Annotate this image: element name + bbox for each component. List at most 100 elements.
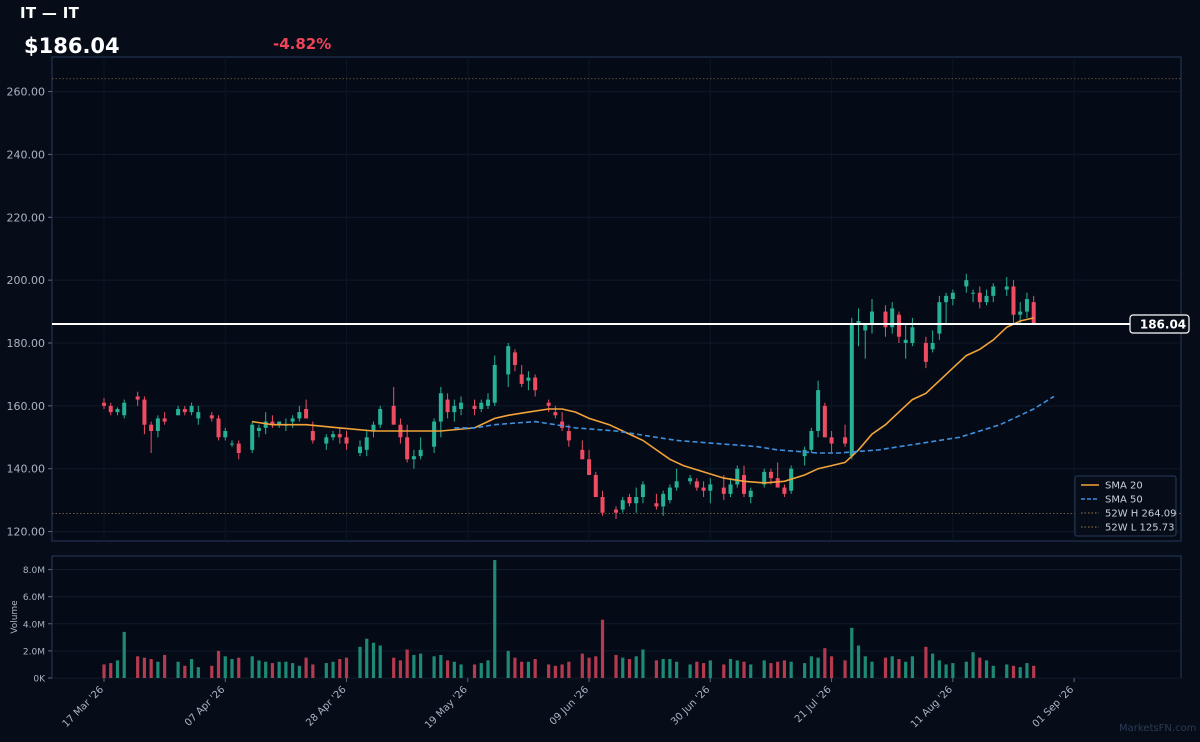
candle-body xyxy=(182,409,187,413)
volume-bar xyxy=(472,664,477,678)
candle-body xyxy=(667,487,672,501)
volume-bar xyxy=(405,649,409,678)
volume-tick-label: 0K xyxy=(33,675,46,685)
date-tick-label: 30 Jun '26 xyxy=(669,684,712,727)
candle-body xyxy=(553,412,558,416)
volume-bar xyxy=(196,667,200,678)
candle-body xyxy=(236,443,241,453)
volume-bar xyxy=(432,656,436,678)
candle-body xyxy=(856,321,861,325)
volume-bar xyxy=(701,663,706,678)
volume-bar xyxy=(944,664,948,678)
volume-bar xyxy=(553,665,557,678)
volume-tick-label: 2.0M xyxy=(23,647,45,657)
volume-tick-label: 8.0M xyxy=(23,566,45,576)
candle-body xyxy=(829,437,834,444)
price-axis: 120.00 140.00 160.00 180.00 200.00 220.00 240.… xyxy=(7,86,52,539)
price-change-percent: -4.82% xyxy=(273,35,332,53)
volume-bar xyxy=(984,660,989,678)
price-tick-label: 160.00 xyxy=(7,400,46,413)
candle-body xyxy=(1018,311,1023,315)
volume-bar xyxy=(486,660,490,678)
volume-bar xyxy=(163,654,167,678)
volume-bar xyxy=(904,661,908,678)
legend-label: 52W L 125.73 xyxy=(1105,523,1175,534)
date-tick-label: 11 Aug '26 xyxy=(909,684,955,730)
price-tick-label: 180.00 xyxy=(7,337,46,350)
sma50-line xyxy=(454,395,1055,454)
date-tick-label: 28 Apr '26 xyxy=(304,684,348,728)
volume-bar xyxy=(621,657,625,678)
last-price-tag xyxy=(1129,314,1190,334)
price-tick-label: 220.00 xyxy=(7,211,46,224)
candle-body xyxy=(486,399,490,406)
candle-body xyxy=(452,405,457,413)
chart-title: IT — IT xyxy=(20,4,80,22)
candle-body xyxy=(277,421,282,425)
candle-body xyxy=(816,390,821,431)
volume-bar xyxy=(863,656,867,678)
volume-bar xyxy=(661,659,665,678)
volume-bar xyxy=(102,664,106,678)
candle-body xyxy=(189,405,194,413)
candle-body xyxy=(479,402,484,409)
candle-body xyxy=(162,418,167,422)
candle-body xyxy=(964,280,969,287)
legend-label: SMA 50 xyxy=(1105,495,1143,506)
candle-body xyxy=(526,377,531,381)
volume-bar xyxy=(176,661,180,678)
candle-body xyxy=(654,503,659,507)
candle-body xyxy=(775,478,780,488)
volume-bar xyxy=(951,663,955,678)
price-tick-label: 140.00 xyxy=(7,463,46,476)
candle-body xyxy=(176,409,181,416)
candle-body xyxy=(688,478,693,482)
candle-body xyxy=(600,497,605,513)
volume-bar xyxy=(270,663,275,678)
candle-body xyxy=(492,365,497,403)
volume-bar xyxy=(1011,665,1016,678)
date-tick-label: 07 Apr '26 xyxy=(183,684,227,728)
volume-bar xyxy=(533,659,537,678)
volume-bar xyxy=(991,665,995,678)
volume-bar xyxy=(392,657,396,678)
volume-bar xyxy=(459,664,463,678)
volume-bar xyxy=(291,663,295,678)
volume-bar xyxy=(445,660,450,678)
price-tick-label: 200.00 xyxy=(7,274,46,287)
volume-bar xyxy=(931,653,935,678)
volume-bar xyxy=(580,653,584,678)
volume-bar xyxy=(149,659,153,678)
volume-bar xyxy=(803,663,807,678)
volume-bar xyxy=(493,560,497,678)
candle-body xyxy=(782,487,787,494)
volume-bar xyxy=(890,656,894,678)
chart-legend: SMA 20 SMA 50 52W H 264.09 52W L 125.73 xyxy=(1074,475,1177,537)
candle-body xyxy=(378,409,383,425)
volume-bar xyxy=(971,652,975,678)
candle-body xyxy=(230,443,234,445)
candle-body xyxy=(135,396,140,400)
volume-bar xyxy=(843,660,847,678)
last-price-tag-label: 186.04 xyxy=(1140,318,1186,332)
candle-body xyxy=(883,311,888,328)
volume-bar xyxy=(809,656,813,678)
volume-bar xyxy=(304,657,308,678)
volume-bar xyxy=(452,661,456,678)
candle-body xyxy=(977,292,982,303)
legend-box xyxy=(1074,475,1177,537)
volume-bar xyxy=(910,656,915,678)
volume-bar xyxy=(230,659,234,678)
candle-body xyxy=(937,302,942,334)
volume-bar xyxy=(850,627,854,678)
volume-bar xyxy=(823,648,827,678)
volume-bar xyxy=(513,657,517,678)
candle-body xyxy=(890,308,895,328)
candle-body xyxy=(580,449,585,460)
volume-bar xyxy=(331,661,335,678)
volume-bar xyxy=(742,661,746,678)
candle-body xyxy=(721,487,726,494)
volume-bar xyxy=(924,646,928,678)
watermark: MarketsFN.com xyxy=(1119,723,1197,734)
volume-bar xyxy=(223,656,227,678)
